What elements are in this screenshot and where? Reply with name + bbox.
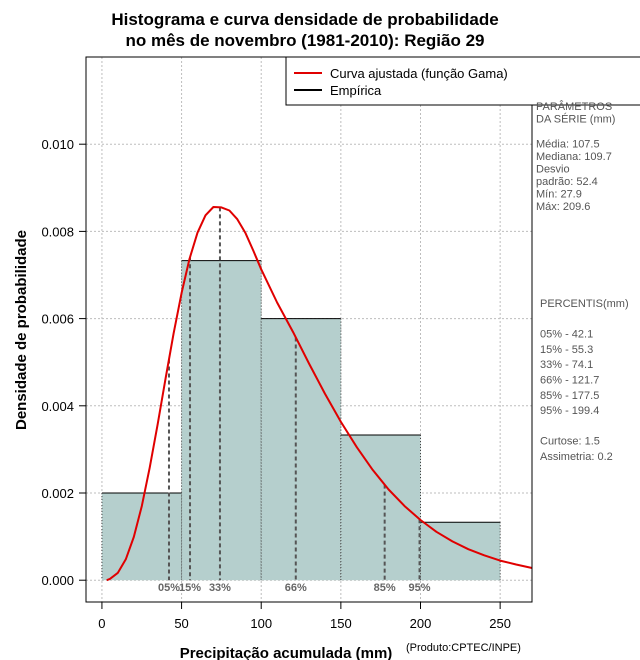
- params-line-1: DA SÉRIE (mm): [536, 113, 615, 126]
- x-tick-label-200: 200: [410, 616, 432, 631]
- x-tick-label-250: 250: [489, 616, 511, 631]
- y-tick-label-5: 0.010: [41, 137, 74, 152]
- percentile-label-95%: 95%: [409, 582, 431, 594]
- percentile-label-33%: 33%: [209, 582, 231, 594]
- histogram-bars: [101, 260, 501, 581]
- percentis-line-4: 33% - 74.1: [540, 359, 593, 371]
- percentis-line-9: Curtose: 1.5: [540, 436, 600, 448]
- percentis-line-7: 95% - 199.4: [540, 405, 599, 417]
- params-line-3: Média: 107.5: [536, 139, 600, 151]
- y-tick-label-1: 0.002: [41, 486, 74, 501]
- y-tick-label-0: 0.000: [41, 573, 74, 588]
- percentile-label-05%: 05%: [158, 582, 180, 594]
- percentile-lines: 05%15% 33% 66% 85% 95%: [158, 207, 431, 594]
- density-curve: [106, 206, 533, 582]
- params-line-5: Desvio: [536, 164, 570, 176]
- legend-box: [285, 56, 640, 106]
- params-line-6: padrão: 52.4: [536, 176, 598, 188]
- percentis-line-6: 85% - 177.5: [540, 390, 599, 402]
- percentis-line-5: 66% - 121.7: [540, 375, 599, 387]
- params-line-7: Mín: 27.9: [536, 189, 582, 201]
- y-axis-title: Densidade de probabilidade: [13, 230, 30, 430]
- histogram-bar-3: [340, 435, 421, 581]
- y-tick-label-4: 0.008: [41, 224, 74, 239]
- percentiles-panel: PERCENTIS(mm) 05% - 42.1 15% - 55.3 33% - 7…: [540, 298, 629, 463]
- x-axis-title: Precipitação acumulada (mm): [180, 645, 393, 660]
- params-line-8: Máx: 209.6: [536, 201, 590, 213]
- percentile-label-85%: 85%: [374, 582, 396, 594]
- y-tick-label-2: 0.004: [41, 399, 74, 414]
- x-tick-label-100: 100: [250, 616, 272, 631]
- percentis-line-0: PERCENTIS(mm): [540, 298, 629, 310]
- chart-title-line1: Histograma e curva densidade de probabil…: [111, 10, 498, 29]
- percentile-label-66%: 66%: [285, 582, 307, 594]
- histogram-bar-4: [420, 522, 501, 581]
- legend-label-empirical: Empírica: [330, 83, 382, 98]
- params-line-0: PARÂMETROS: [536, 100, 612, 113]
- x-tick-label-50: 50: [174, 616, 188, 631]
- x-tick-label-0: 0: [98, 616, 105, 631]
- histogram-bar-1: [181, 260, 262, 581]
- series-parameters-panel: PARÂMETROS DA SÉRIE (mm) Média: 107.5Medi…: [536, 100, 615, 213]
- params-line-4: Mediana: 109.7: [536, 151, 612, 163]
- chart-title-line2: no mês de novembro (1981-2010): Região 2…: [125, 31, 484, 50]
- axis-ticks: 0 50 100 150 200 250 0.000 0.002 0.004 0.006 0.008…: [41, 137, 511, 631]
- x-tick-label-150: 150: [330, 616, 352, 631]
- percentis-line-2: 05% - 42.1: [540, 329, 593, 341]
- histogram-bar-2: [261, 318, 341, 581]
- legend: Curva ajustada (função Gama) Empírica: [285, 56, 640, 106]
- percentis-line-10: Assimetria: 0.2: [540, 451, 613, 463]
- product-credit: (Produto:CPTEC/INPE): [406, 642, 521, 654]
- percentis-line-3: 15% - 55.3: [540, 344, 593, 356]
- gamma-fitted-curve: [106, 206, 533, 582]
- percentile-label-15%: 15%: [179, 582, 201, 594]
- legend-label-fitted-curve: Curva ajustada (função Gama): [330, 66, 508, 81]
- y-tick-label-3: 0.006: [41, 312, 74, 327]
